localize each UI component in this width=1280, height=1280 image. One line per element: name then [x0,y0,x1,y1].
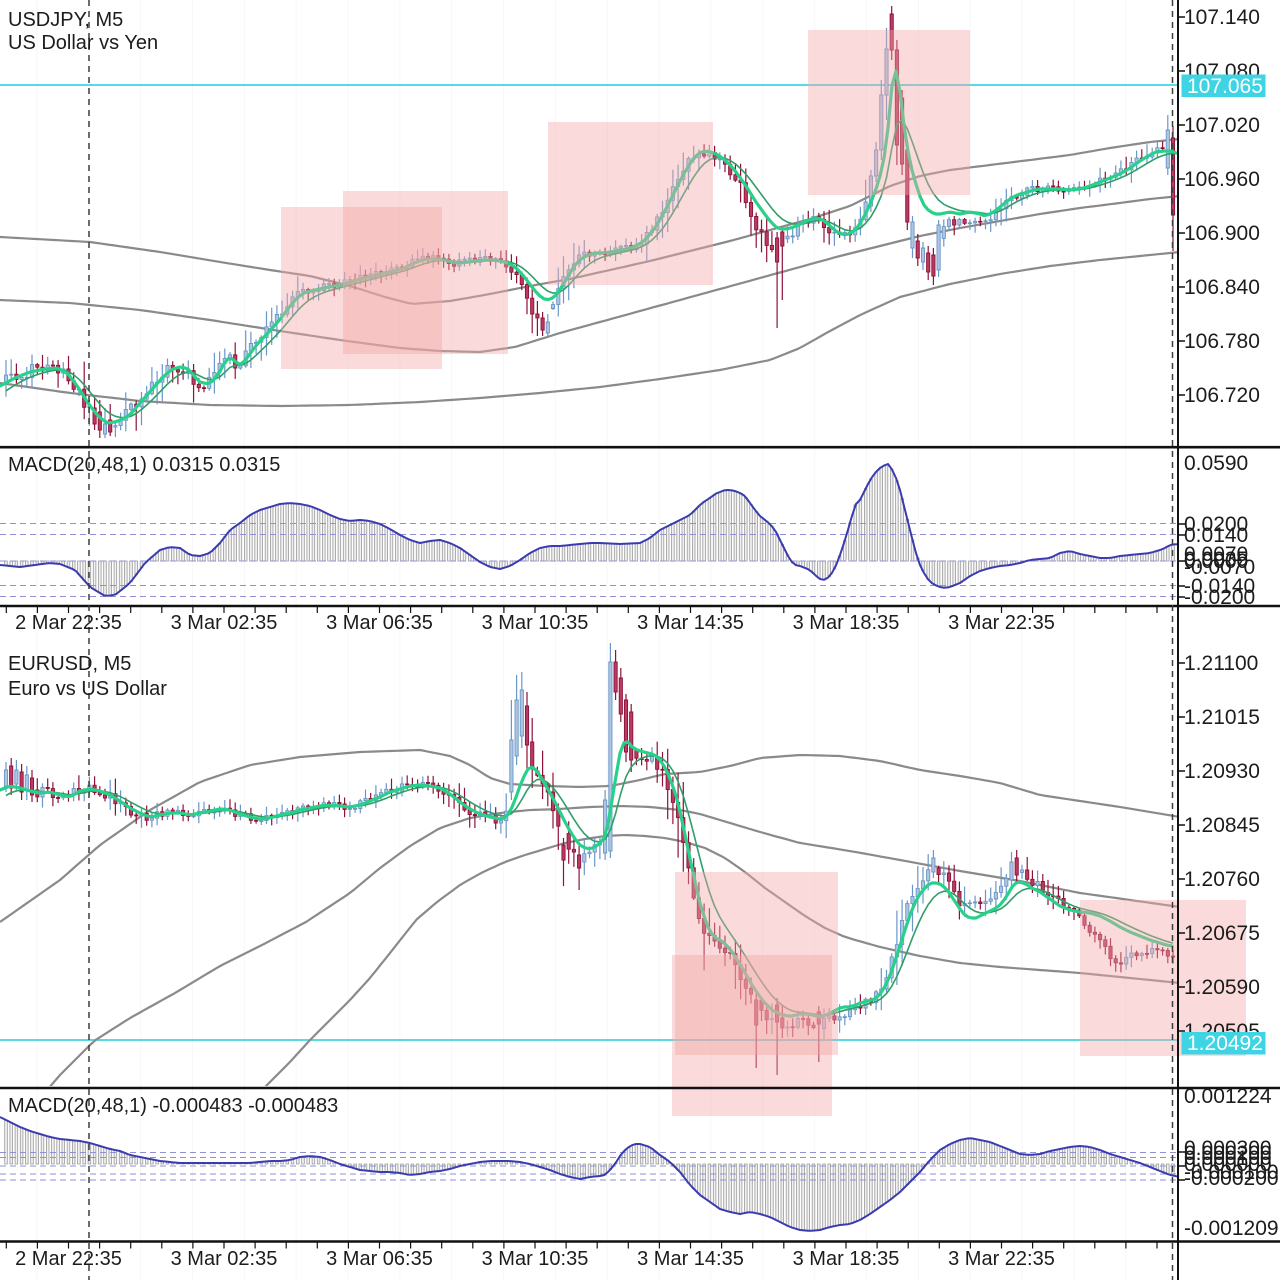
svg-text:2 Mar 22:35: 2 Mar 22:35 [15,1248,122,1270]
svg-text:3 Mar 02:35: 3 Mar 02:35 [171,612,278,634]
svg-text:-0.0140: -0.0140 [1184,575,1255,598]
svg-text:0.000200: 0.000200 [1184,1142,1272,1165]
svg-text:3 Mar 10:35: 3 Mar 10:35 [482,612,589,634]
svg-text:3 Mar 22:35: 3 Mar 22:35 [948,612,1055,634]
svg-text:1.20675: 1.20675 [1184,922,1260,945]
svg-text:-0.0070: -0.0070 [1184,556,1255,579]
svg-text:0.000000: 0.000000 [1184,1153,1272,1176]
svg-text:USDJPY, M5: USDJPY, M5 [8,9,123,31]
svg-text:1.20492: 1.20492 [1187,1032,1263,1055]
svg-text:3 Mar 06:35: 3 Mar 06:35 [326,1248,433,1270]
svg-text:3 Mar 22:35: 3 Mar 22:35 [948,1248,1055,1270]
svg-text:3 Mar 02:35: 3 Mar 02:35 [171,1248,278,1270]
svg-text:106.960: 106.960 [1184,168,1260,191]
svg-text:0.000100: 0.000100 [1184,1147,1272,1170]
svg-text:EURUSD, M5: EURUSD, M5 [8,653,131,675]
svg-text:2 Mar 22:35: 2 Mar 22:35 [15,612,122,634]
svg-text:-0.001209: -0.001209 [1184,1217,1279,1240]
svg-text:0.0200: 0.0200 [1184,513,1248,536]
svg-text:0.0070: 0.0070 [1184,543,1248,566]
svg-text:1.20590: 1.20590 [1184,976,1260,999]
svg-text:0.0035: 0.0035 [1184,548,1248,571]
svg-text:1.20760: 1.20760 [1184,868,1260,891]
svg-text:1.21015: 1.21015 [1184,706,1260,729]
svg-text:107.065: 107.065 [1187,75,1263,98]
svg-text:0.001224: 0.001224 [1184,1085,1272,1108]
svg-text:0.000300: 0.000300 [1184,1137,1272,1160]
svg-text:US Dollar vs Yen: US Dollar vs Yen [8,32,158,54]
svg-text:3 Mar 10:35: 3 Mar 10:35 [482,1248,589,1270]
svg-text:106.900: 106.900 [1184,222,1260,245]
svg-text:107.020: 107.020 [1184,114,1260,137]
svg-text:3 Mar 14:35: 3 Mar 14:35 [637,612,744,634]
svg-text:106.720: 106.720 [1184,384,1260,407]
svg-text:107.140: 107.140 [1184,6,1260,29]
svg-text:0.0590: 0.0590 [1184,452,1248,475]
svg-text:3 Mar 14:35: 3 Mar 14:35 [637,1248,744,1270]
svg-text:-0.0200: -0.0200 [1184,586,1255,609]
svg-text:3 Mar 18:35: 3 Mar 18:35 [793,612,900,634]
svg-text:MACD(20,48,1) -0.000483 -0.000: MACD(20,48,1) -0.000483 -0.000483 [8,1095,338,1117]
svg-text:-0.000100: -0.000100 [1184,1161,1279,1184]
svg-text:1.21100: 1.21100 [1184,652,1258,675]
svg-text:106.840: 106.840 [1184,276,1260,299]
svg-text:MACD(20,48,1) 0.0315 0.0315: MACD(20,48,1) 0.0315 0.0315 [8,454,280,476]
svg-text:3 Mar 06:35: 3 Mar 06:35 [326,612,433,634]
svg-text:106.780: 106.780 [1184,330,1260,353]
svg-text:-0.000200: -0.000200 [1184,1167,1279,1190]
svg-text:0.0000: 0.0000 [1184,550,1248,573]
svg-text:1.20845: 1.20845 [1184,814,1260,837]
svg-text:1.20930: 1.20930 [1184,760,1260,783]
svg-text:Euro vs US Dollar: Euro vs US Dollar [8,678,167,700]
svg-text:3 Mar 18:35: 3 Mar 18:35 [793,1248,900,1270]
svg-text:0.0140: 0.0140 [1184,524,1248,547]
